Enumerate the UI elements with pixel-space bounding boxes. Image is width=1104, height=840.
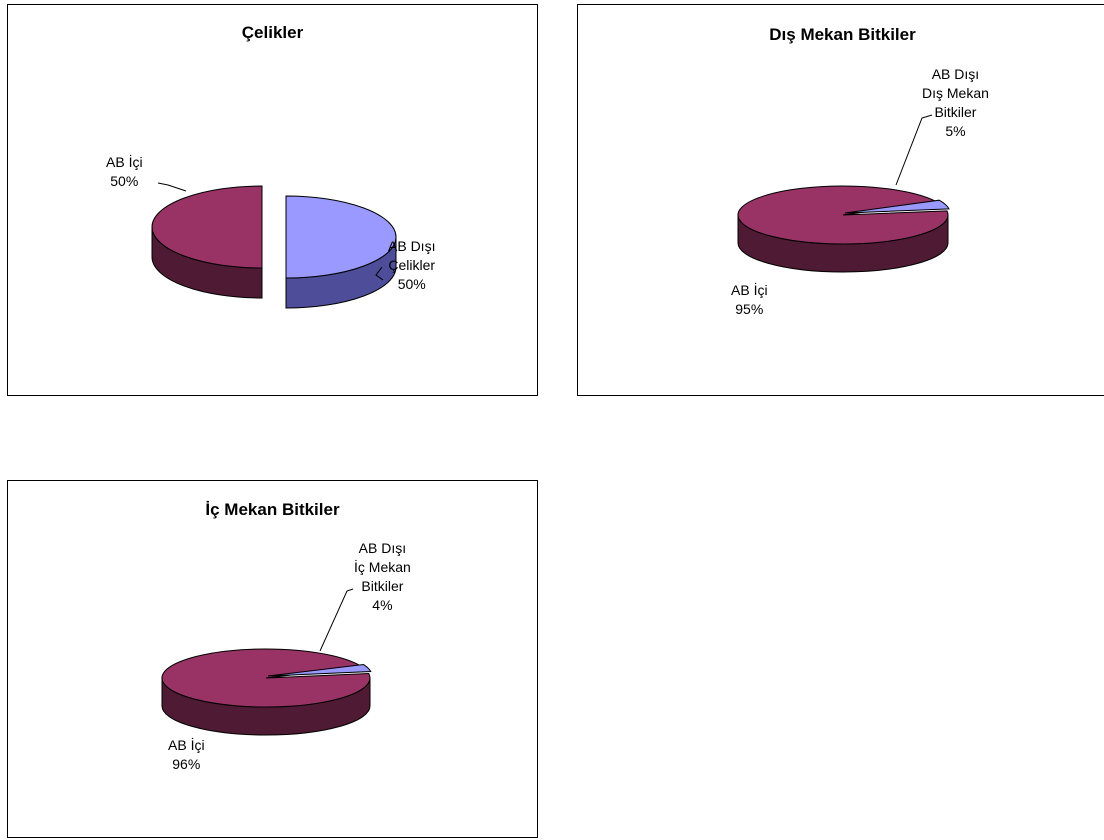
pie-chart-celikler	[151, 182, 397, 309]
pie-slice-ab-ici	[151, 185, 263, 269]
pie-slice-ab-disi	[285, 195, 397, 279]
data-label-ab-disi: AB Dışı Dış Mekan Bitkiler 5%	[922, 66, 989, 139]
data-label-ab-ici: AB İçi 50%	[106, 154, 143, 189]
pie-slice-ab-ici	[737, 185, 949, 245]
leader-line	[157, 182, 187, 192]
chart-title: İç Mekan Bitkiler	[205, 500, 340, 519]
data-label-ab-ici: AB İçi 95%	[731, 282, 768, 317]
data-label-ab-disi: AB Dışı İç Mekan Bitkiler 4%	[354, 540, 411, 613]
pie-chart-ic-mekan-bitkiler	[161, 588, 372, 736]
chart-title: Dış Mekan Bitkiler	[769, 25, 916, 44]
pie-chart-dis-mekan-bitkiler	[737, 114, 950, 273]
leader-line	[319, 588, 354, 652]
chart-panel-ic-mekan-bitkiler: İç Mekan Bitkiler AB Dışı İç Mekan Bitki…	[7, 480, 538, 838]
pie-slice-ab-ici	[161, 648, 371, 708]
data-label-ab-ici: AB İçi 96%	[168, 737, 205, 772]
chart-panel-celikler: Çelikler AB İçi 50% AB Dışı Çelikler 50%	[7, 4, 538, 396]
leader-line	[375, 266, 384, 281]
leader-line	[895, 114, 933, 186]
pie-slice-ab-disi	[267, 664, 372, 677]
chart-title: Çelikler	[241, 23, 304, 42]
chart-panel-dis-mekan-bitkiler: Dış Mekan Bitkiler AB Dışı Dış Mekan Bit…	[577, 4, 1104, 396]
data-label-ab-disi: AB Dışı Çelikler 50%	[388, 238, 436, 292]
pie-slice-ab-disi	[844, 199, 950, 214]
